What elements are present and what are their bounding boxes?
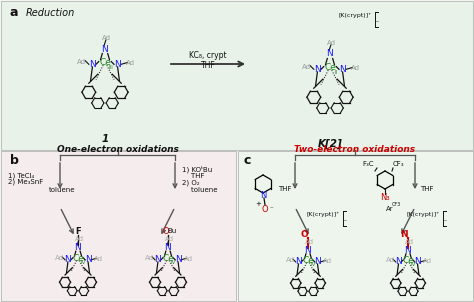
Text: Ad: Ad bbox=[328, 40, 336, 46]
Text: N: N bbox=[314, 258, 321, 266]
Text: Ad: Ad bbox=[305, 239, 314, 245]
Text: CF3: CF3 bbox=[392, 203, 401, 207]
Text: Ad: Ad bbox=[55, 255, 64, 261]
Text: O: O bbox=[300, 230, 308, 239]
Text: toluene: toluene bbox=[49, 187, 75, 193]
Text: F₃C: F₃C bbox=[362, 161, 374, 167]
Text: Ad: Ad bbox=[351, 66, 360, 71]
Text: 1) KOᵗBu: 1) KOᵗBu bbox=[182, 165, 212, 173]
Text: N₃: N₃ bbox=[380, 194, 390, 203]
Text: Ad: Ad bbox=[145, 255, 154, 261]
Text: N: N bbox=[260, 191, 266, 201]
Text: Ad: Ad bbox=[77, 59, 86, 65]
Text: N: N bbox=[74, 243, 82, 252]
Text: N: N bbox=[314, 65, 321, 74]
Text: Ad: Ad bbox=[386, 257, 395, 263]
Text: Reduction: Reduction bbox=[26, 8, 75, 18]
Text: N: N bbox=[114, 60, 121, 69]
Text: Ad: Ad bbox=[94, 256, 103, 262]
Text: Ad: Ad bbox=[422, 258, 431, 264]
Text: b: b bbox=[10, 154, 19, 167]
Text: III: III bbox=[109, 66, 114, 70]
Text: N: N bbox=[305, 246, 311, 255]
Text: One-electron oxidations: One-electron oxidations bbox=[57, 146, 179, 155]
Text: Ce: Ce bbox=[99, 58, 111, 67]
Text: IV: IV bbox=[170, 260, 176, 265]
Text: ⁻: ⁻ bbox=[375, 18, 379, 27]
Text: 1) TeCl₄: 1) TeCl₄ bbox=[8, 173, 34, 179]
Text: IV: IV bbox=[81, 260, 86, 265]
Text: 1: 1 bbox=[101, 134, 109, 144]
Text: N: N bbox=[155, 255, 161, 264]
Text: N: N bbox=[339, 65, 346, 74]
Text: Ce: Ce bbox=[72, 254, 84, 263]
Text: N: N bbox=[327, 50, 333, 59]
Text: THF: THF bbox=[182, 173, 204, 179]
Text: Ce: Ce bbox=[162, 254, 174, 263]
Text: Ce: Ce bbox=[324, 63, 336, 72]
Text: [K(crypt)]⁺: [K(crypt)]⁺ bbox=[406, 211, 440, 217]
Text: +: + bbox=[255, 201, 261, 207]
Text: c: c bbox=[244, 154, 251, 167]
Text: THF: THF bbox=[420, 186, 434, 192]
Text: N: N bbox=[89, 60, 96, 69]
Text: N: N bbox=[101, 44, 109, 53]
Text: N: N bbox=[400, 230, 408, 239]
Text: 2) Me₃SnF: 2) Me₃SnF bbox=[8, 179, 43, 185]
Text: Ar: Ar bbox=[386, 206, 394, 212]
Text: O: O bbox=[262, 204, 268, 214]
Text: N: N bbox=[64, 255, 71, 264]
Text: N: N bbox=[175, 255, 182, 264]
Text: II: II bbox=[335, 70, 338, 76]
Text: Ad: Ad bbox=[302, 64, 311, 69]
Text: Ad: Ad bbox=[75, 236, 84, 242]
Text: IV: IV bbox=[310, 262, 316, 267]
Text: KC₈, crypt: KC₈, crypt bbox=[189, 52, 227, 60]
Text: CF₃: CF₃ bbox=[392, 161, 404, 167]
Text: Ad: Ad bbox=[322, 258, 331, 264]
Text: [K(crypt)]⁺: [K(crypt)]⁺ bbox=[306, 211, 340, 217]
Text: Ad: Ad bbox=[183, 256, 192, 262]
Text: Ad: Ad bbox=[102, 35, 111, 41]
Text: N: N bbox=[405, 246, 411, 255]
Text: Bu: Bu bbox=[167, 228, 176, 234]
Text: THF: THF bbox=[201, 60, 215, 69]
Text: Ad: Ad bbox=[286, 257, 295, 263]
Text: ⁻: ⁻ bbox=[343, 217, 347, 226]
Text: O: O bbox=[163, 226, 169, 236]
Bar bbox=[1, 151, 236, 301]
Text: IV: IV bbox=[410, 262, 415, 267]
Text: Ad: Ad bbox=[165, 236, 174, 242]
Text: a: a bbox=[10, 6, 18, 19]
Text: THF: THF bbox=[278, 186, 292, 192]
Text: N: N bbox=[414, 258, 421, 266]
Text: Ad: Ad bbox=[405, 239, 414, 245]
Text: N: N bbox=[395, 258, 402, 266]
Text: Ad: Ad bbox=[126, 60, 135, 66]
Text: F: F bbox=[75, 226, 81, 236]
Text: K[2]: K[2] bbox=[318, 139, 342, 149]
Text: N: N bbox=[295, 258, 302, 266]
Text: N: N bbox=[164, 243, 172, 252]
Text: ⁻: ⁻ bbox=[269, 206, 273, 212]
Text: Two-electron oxidations: Two-electron oxidations bbox=[294, 146, 416, 155]
Text: Ce: Ce bbox=[302, 256, 314, 265]
Text: [K(crypt)]⁺: [K(crypt)]⁺ bbox=[338, 12, 372, 18]
Text: ⁻: ⁻ bbox=[443, 217, 447, 226]
Text: N: N bbox=[85, 255, 91, 264]
Text: 2) O₂: 2) O₂ bbox=[182, 180, 200, 186]
Bar bbox=[1, 1, 473, 150]
Text: toluene: toluene bbox=[182, 187, 218, 193]
Text: Ce: Ce bbox=[402, 256, 414, 265]
Bar bbox=[238, 151, 473, 301]
